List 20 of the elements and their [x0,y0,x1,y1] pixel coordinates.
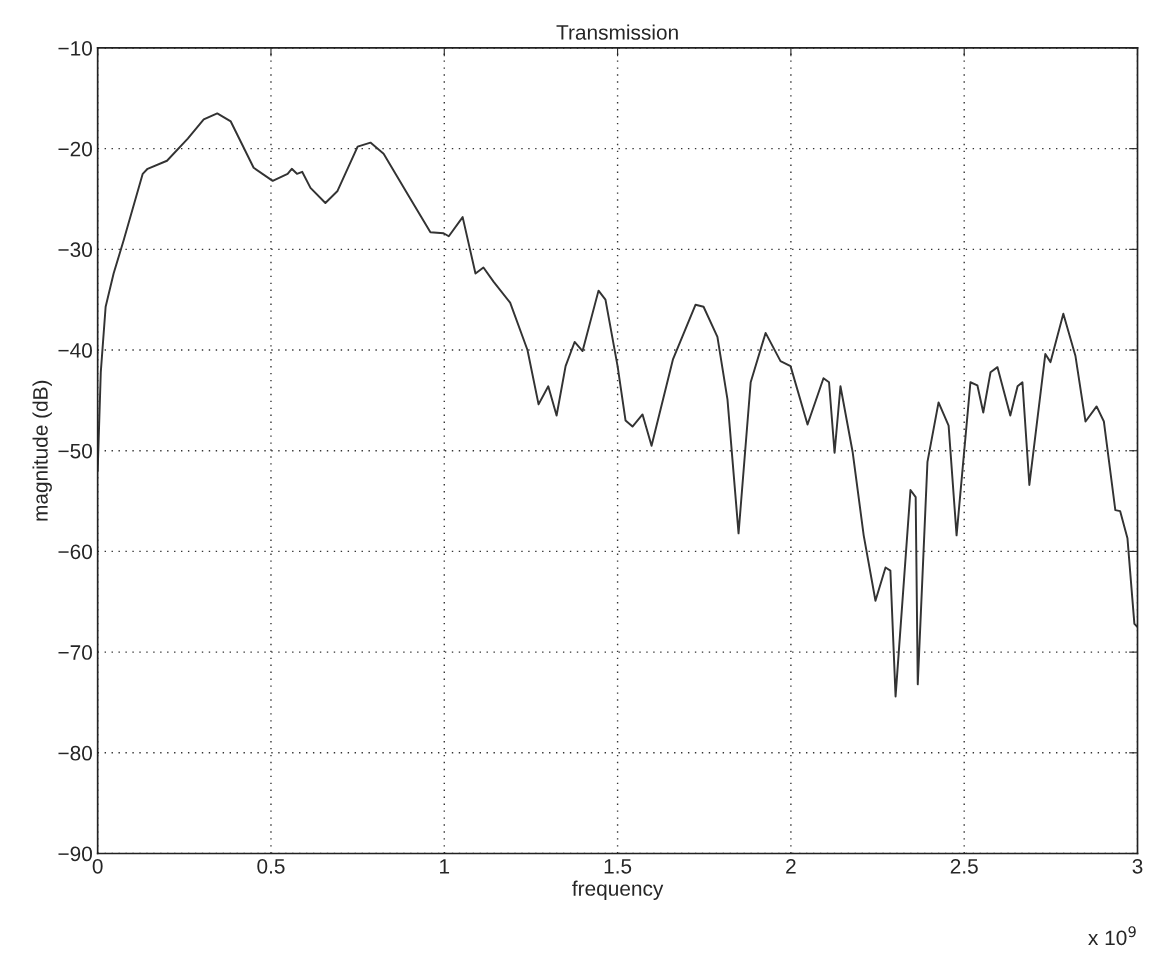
x-tick-label: 2.5 [950,858,978,874]
y-tick-label: −20 [58,141,92,157]
y-tick-label: −60 [58,544,92,560]
chart-title: Transmission [556,24,678,40]
x-tick-label: 2 [786,858,796,874]
y-tick-label: −30 [58,242,92,258]
y-tick-label: −10 [58,40,92,56]
y-tick-label: −40 [58,343,92,358]
x-tick-label: 3 [1132,858,1143,874]
y-tick-label: −90 [58,846,92,862]
text: x 10$^{9}$ [1088,926,1136,946]
y-tick-label: −50 [58,443,92,459]
x-tick-label: 0 [92,858,103,874]
y-tick-label: −80 [58,745,92,761]
y-tick-label: −70 [58,645,92,660]
x-tick-label: 0.5 [257,858,285,874]
x-tick-label: 1 [440,859,450,874]
x-axis-title: frequency [572,880,664,900]
x-tick-label: 1.5 [604,859,632,874]
y-axis-title: magnitude (dB) [32,380,52,521]
